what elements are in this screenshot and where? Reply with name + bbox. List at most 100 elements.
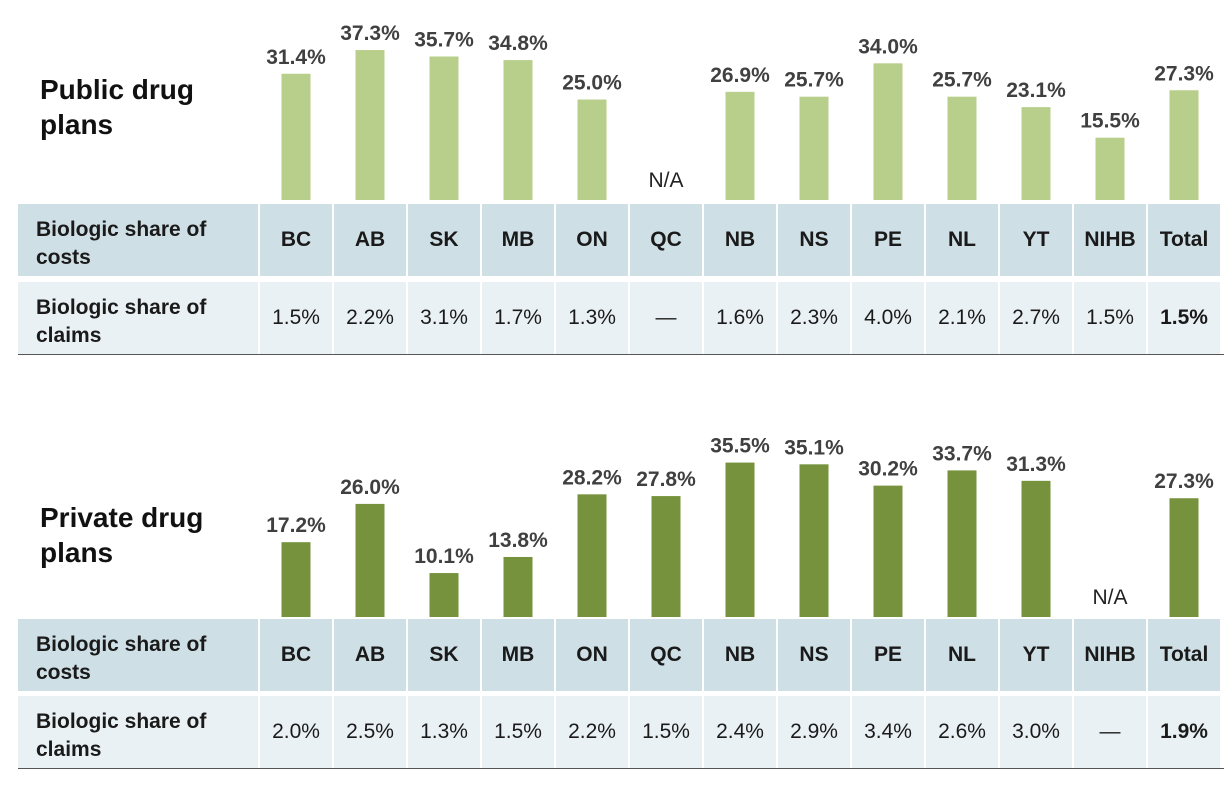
category-sk: SK (408, 619, 480, 691)
value-label-bc: 17.2% (266, 514, 326, 537)
claims-nb: 2.4% (704, 696, 776, 768)
table-rule (18, 354, 1224, 355)
category-bc: BC (260, 204, 332, 276)
category-on: ON (556, 619, 628, 691)
category-sk: SK (408, 204, 480, 276)
value-label-nl: 33.7% (932, 442, 992, 465)
panel-title: Public drug plans (40, 74, 194, 140)
claims-qc: 1.5% (630, 696, 702, 768)
category-yt: YT (1000, 204, 1072, 276)
value-label-mb: 34.8% (488, 32, 548, 55)
claims-nihb: 1.5% (1074, 282, 1146, 354)
claims-yt: 3.0% (1000, 696, 1072, 768)
value-label-pe: 30.2% (858, 458, 918, 481)
claims-sk: 1.3% (408, 696, 480, 768)
value-label-nihb: 15.5% (1080, 110, 1140, 133)
claims-nl: 2.1% (926, 282, 998, 354)
category-ab: AB (334, 619, 406, 691)
claims-nl: 2.6% (926, 696, 998, 768)
bar-on (577, 99, 607, 200)
category-yt: YT (1000, 619, 1072, 691)
value-label-yt: 23.1% (1006, 79, 1066, 102)
public-bar-chart: 31.4% 37.3% 35.7% 34.8% 25.0% N/A 26.9% 25.7% 34… (266, 22, 1214, 201)
claims-ns: 2.3% (778, 282, 850, 354)
category-pe: PE (852, 619, 924, 691)
claims-nb: 1.6% (704, 282, 776, 354)
bar-nl (947, 96, 977, 200)
value-label-sk: 35.7% (414, 28, 474, 51)
bar-nb (725, 462, 755, 617)
category-qc: QC (630, 204, 702, 276)
category-qc: QC (630, 619, 702, 691)
value-label-nihb: N/A (1092, 586, 1127, 609)
bar-total (1169, 498, 1199, 617)
claims-nihb: — (1074, 696, 1146, 768)
bar-ab (355, 503, 385, 617)
category-ns: NS (778, 619, 850, 691)
claims-pe: 4.0% (852, 282, 924, 354)
claims-yt: 2.7% (1000, 282, 1072, 354)
bar-nb (725, 91, 755, 200)
bar-bc (281, 542, 311, 617)
value-label-on: 28.2% (562, 466, 622, 489)
bar-nl (947, 470, 977, 617)
claims-total: 1.9% (1148, 696, 1220, 768)
private-costs-row: Biologic share of costs BC AB SK MB ON QC NB NS… (18, 619, 1220, 691)
panel-title: Private drug plans (40, 502, 204, 568)
category-nihb: NIHB (1074, 204, 1146, 276)
claims-pe: 3.4% (852, 696, 924, 768)
row-label-claims: Biologic share of claims (18, 282, 258, 354)
bar-mb (503, 60, 533, 200)
claims-on: 1.3% (556, 282, 628, 354)
category-ab: AB (334, 204, 406, 276)
value-label-nb: 26.9% (710, 64, 770, 87)
row-label-costs: Biologic share of costs (18, 204, 258, 276)
value-label-nl: 25.7% (932, 69, 992, 92)
value-label-mb: 13.8% (488, 529, 548, 552)
claims-ns: 2.9% (778, 696, 850, 768)
category-bc: BC (260, 619, 332, 691)
value-label-yt: 31.3% (1006, 453, 1066, 476)
value-label-ab: 26.0% (340, 476, 400, 499)
claims-bc: 2.0% (260, 696, 332, 768)
category-nl: NL (926, 204, 998, 276)
public-claims-row: Biologic share of claims 1.5% 2.2% 3.1% 1.7… (18, 282, 1220, 354)
bar-sk (429, 573, 459, 617)
category-on: ON (556, 204, 628, 276)
public-costs-row: Biologic share of costs BC AB SK MB ON QC NB NS… (18, 204, 1220, 276)
category-nb: NB (704, 619, 776, 691)
bar-yt (1021, 107, 1051, 200)
value-label-ns: 25.7% (784, 69, 844, 92)
private-bar-chart: 17.2% 26.0% 10.1% 13.8% 28.2% 27.8% 35.5% 35.1%… (266, 435, 1214, 617)
private-claims-row: Biologic share of claims 2.0% 2.5% 1.3% 1.5… (18, 696, 1220, 768)
category-mb: MB (482, 619, 554, 691)
category-nihb: NIHB (1074, 619, 1146, 691)
value-label-total: 27.3% (1154, 470, 1214, 493)
category-nl: NL (926, 619, 998, 691)
category-total: Total (1148, 204, 1220, 276)
value-label-total: 27.3% (1154, 62, 1214, 85)
value-label-on: 25.0% (562, 72, 622, 95)
bar-sk (429, 56, 459, 201)
row-label-costs: Biologic share of costs (18, 619, 258, 691)
bar-mb (503, 556, 533, 617)
value-label-qc: 27.8% (636, 468, 696, 491)
claims-ab: 2.2% (334, 282, 406, 354)
row-label-claims: Biologic share of claims (18, 696, 258, 768)
value-label-ab: 37.3% (340, 22, 400, 45)
value-label-sk: 10.1% (414, 545, 474, 568)
claims-total: 1.5% (1148, 282, 1220, 354)
bar-nihb (1095, 137, 1125, 200)
public-plans-panel: Public drug plans 31.4% 37.3% 35.7% 34.8% 25… (0, 0, 1231, 360)
claims-ab: 2.5% (334, 696, 406, 768)
category-ns: NS (778, 204, 850, 276)
claims-mb: 1.7% (482, 282, 554, 354)
claims-on: 2.2% (556, 696, 628, 768)
category-mb: MB (482, 204, 554, 276)
value-label-nb: 35.5% (710, 435, 770, 458)
category-pe: PE (852, 204, 924, 276)
table-rule (18, 768, 1224, 769)
value-label-ns: 35.1% (784, 436, 844, 459)
claims-sk: 3.1% (408, 282, 480, 354)
claims-mb: 1.5% (482, 696, 554, 768)
